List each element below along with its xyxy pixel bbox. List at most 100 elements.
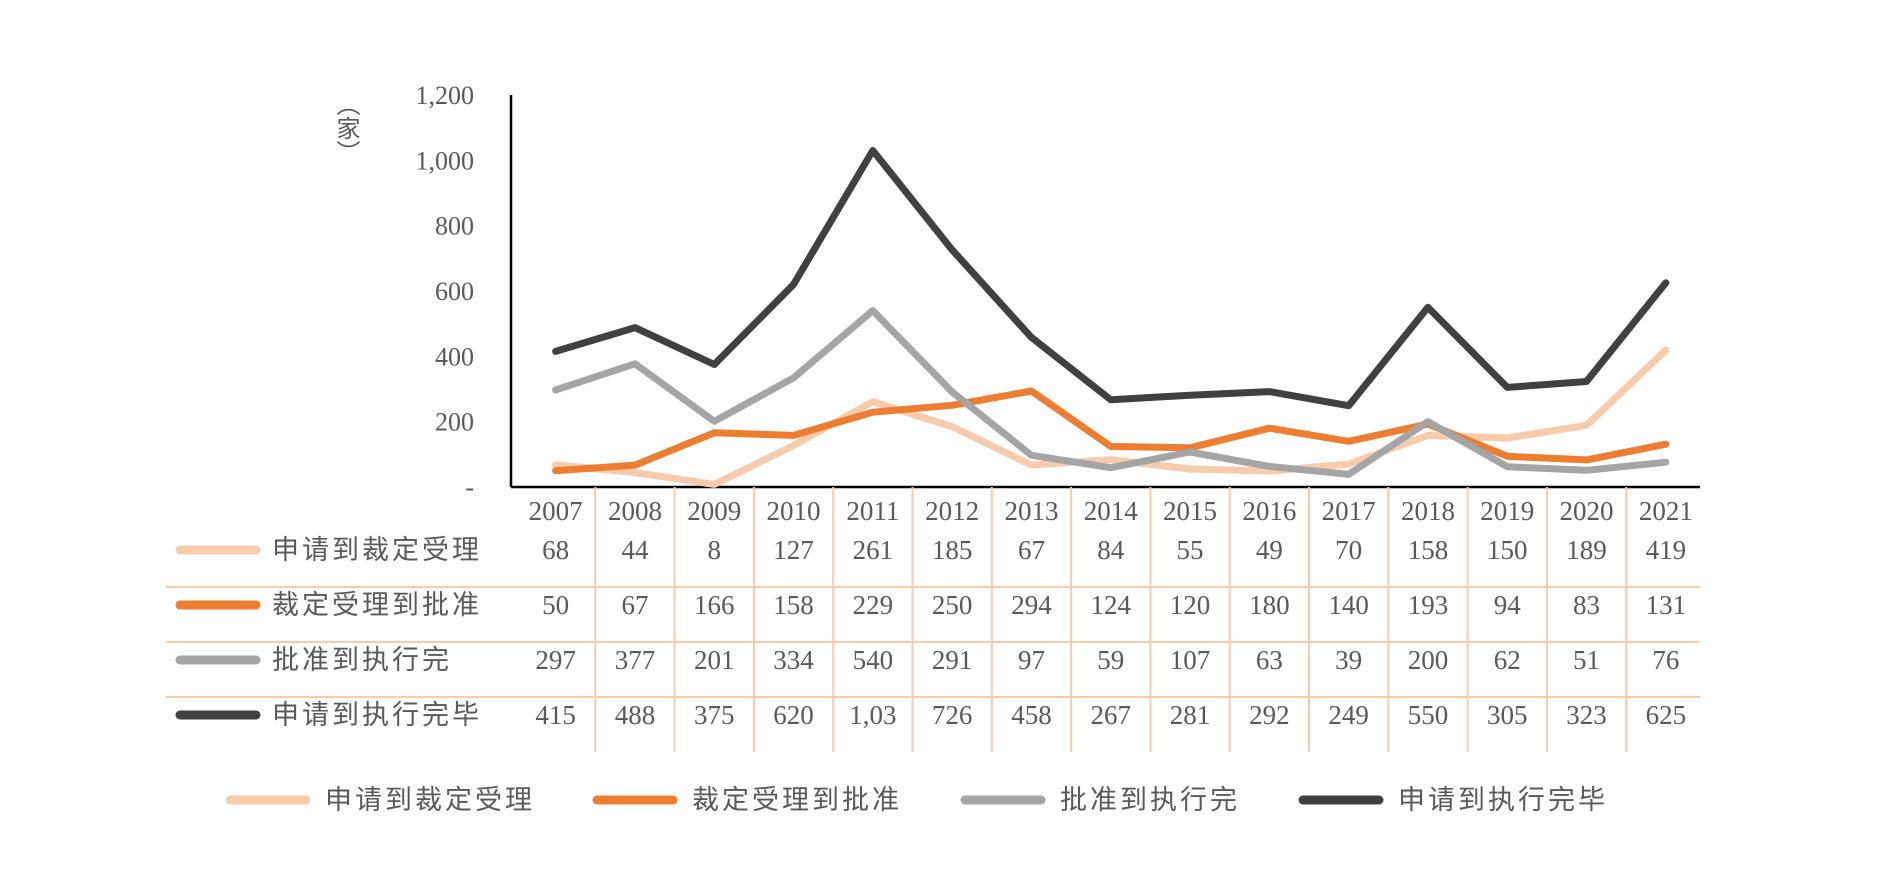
x-tick-label: 2021 (1639, 496, 1693, 526)
table-cell: 124 (1091, 590, 1132, 620)
table-cell: 291 (932, 645, 973, 675)
y-tick-label: 1,000 (416, 146, 475, 175)
table-cell: 323 (1566, 700, 1607, 730)
data-table-grid (166, 487, 1700, 752)
table-cell: 458 (1011, 700, 1052, 730)
axes (509, 95, 1700, 489)
table-cell: 294 (1011, 590, 1052, 620)
table-cell: 50 (542, 590, 569, 620)
x-tick-label: 2009 (687, 496, 741, 526)
table-cell: 189 (1566, 535, 1607, 565)
table-cell: 67 (621, 590, 648, 620)
y-tick-label: 200 (435, 408, 474, 437)
legend-item-label: 裁定受理到批准 (692, 785, 902, 815)
y-axis-unit-label: （家） (332, 92, 360, 164)
x-tick-label: 2016 (1242, 496, 1296, 526)
table-cell: 415 (535, 700, 576, 730)
table-cell: 68 (542, 535, 569, 565)
table-cell: 200 (1408, 645, 1449, 675)
table-cell: 131 (1646, 590, 1687, 620)
series-line-2 (552, 387, 1670, 475)
table-cell: 70 (1335, 535, 1362, 565)
y-tick-label: 800 (435, 212, 474, 241)
table-cell: 39 (1335, 645, 1362, 675)
y-tick-label: 400 (435, 342, 474, 371)
table-cell: 229 (853, 590, 894, 620)
legend: 申请到裁定受理 裁定受理到批准 批准到执行完 申请到执行完毕 (225, 785, 1608, 815)
table-cell: 540 (853, 645, 894, 675)
table-cell: 377 (615, 645, 656, 675)
y-axis-ticks: - 200 400 600 800 1,000 1,200 (416, 81, 475, 502)
y-tick-label: 1,200 (416, 81, 475, 110)
x-tick-label: 2015 (1163, 496, 1217, 526)
table-row-label: 裁定受理到批准 (272, 590, 482, 620)
table-cell: 488 (615, 700, 656, 730)
table-cell: 1,03 (849, 700, 896, 730)
series-line-1 (552, 346, 1670, 488)
table-cell: 166 (694, 590, 735, 620)
x-tick-label: 2014 (1084, 496, 1139, 526)
table-cell: 201 (694, 645, 735, 675)
legend-item-label: 批准到执行完 (1060, 785, 1240, 815)
table-cell: 49 (1256, 535, 1283, 565)
table-cell: 305 (1487, 700, 1528, 730)
x-tick-label: 2007 (529, 496, 583, 526)
x-tick-label: 2019 (1480, 496, 1534, 526)
x-tick-label: 2012 (925, 496, 979, 526)
table-cell: 193 (1408, 590, 1449, 620)
table-cell: 334 (773, 645, 814, 675)
table-row-label: 申请到裁定受理 (272, 535, 482, 565)
table-cell: 550 (1408, 700, 1449, 730)
series-line-4 (552, 147, 1670, 410)
x-tick-label: 2010 (767, 496, 821, 526)
table-row-label: 批准到执行完 (272, 645, 452, 675)
x-tick-label: 2018 (1401, 496, 1455, 526)
plot-area (552, 147, 1670, 488)
table-cell: 625 (1646, 700, 1687, 730)
table-cell: 140 (1328, 590, 1369, 620)
table-cell: 158 (773, 590, 814, 620)
table-cell: 63 (1256, 645, 1283, 675)
table-cell: 120 (1170, 590, 1211, 620)
table-cell: 375 (694, 700, 735, 730)
table-cell: 250 (932, 590, 973, 620)
table-cell: 127 (773, 535, 814, 565)
table-cell: 51 (1573, 645, 1600, 675)
table-cell: 94 (1494, 590, 1522, 620)
table-cell: 158 (1408, 535, 1449, 565)
x-tick-label: 2020 (1560, 496, 1614, 526)
table-cell: 297 (535, 645, 576, 675)
table-cell: 292 (1249, 700, 1290, 730)
table-cell: 83 (1573, 590, 1600, 620)
table-cell: 76 (1652, 645, 1679, 675)
table-cell: 281 (1170, 700, 1211, 730)
table-cell: 62 (1494, 645, 1521, 675)
x-tick-label: 2013 (1004, 496, 1058, 526)
table-cell: 620 (773, 700, 814, 730)
table-cell: 185 (932, 535, 973, 565)
table-cell: 107 (1170, 645, 1211, 675)
table-cell: 67 (1018, 535, 1045, 565)
table-cell: 97 (1018, 645, 1045, 675)
x-axis-categories: 2007 2008 2009 2010 2011 2012 2013 2014 2015 2016… (529, 496, 1693, 526)
y-tick-label: - (465, 473, 474, 502)
table-cell: 419 (1646, 535, 1687, 565)
series-line-3 (552, 307, 1670, 478)
x-tick-label: 2017 (1322, 496, 1376, 526)
table-cell: 44 (621, 535, 649, 565)
table-cell: 180 (1249, 590, 1290, 620)
table-cell: 55 (1177, 535, 1204, 565)
table-cell: 8 (708, 535, 722, 565)
table-cell: 249 (1328, 700, 1369, 730)
x-tick-label: 2008 (608, 496, 662, 526)
table-cell: 261 (853, 535, 894, 565)
table-cell: 726 (932, 700, 973, 730)
legend-item-label: 申请到执行完毕 (1398, 785, 1608, 815)
legend-item-label: 申请到裁定受理 (325, 785, 535, 815)
table-cell: 267 (1091, 700, 1132, 730)
y-tick-label: 600 (435, 277, 474, 306)
x-tick-label: 2011 (846, 496, 899, 526)
table-cell: 150 (1487, 535, 1528, 565)
table-cell: 84 (1097, 535, 1125, 565)
